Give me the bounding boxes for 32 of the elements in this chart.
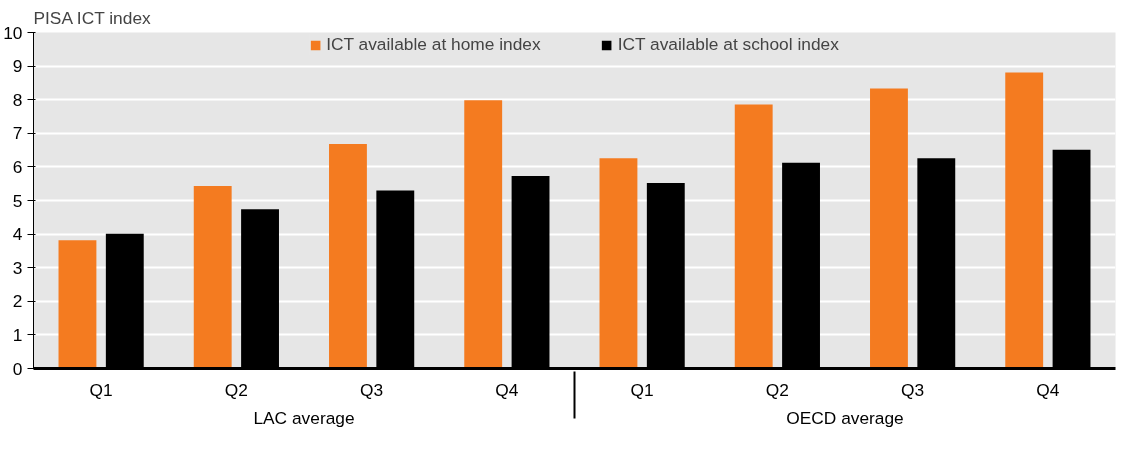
y-tick-label: 2 [12,291,23,312]
y-tick-label: 7 [12,123,23,144]
legend-label: ICT available at school index [617,34,839,55]
bar [1005,72,1044,369]
bar [464,100,503,369]
y-tick-label: 8 [12,89,23,110]
text: LAC average [253,407,355,428]
y-tick-label: 4 [12,224,23,245]
x-tick-label: Q2 [765,379,789,400]
y-tick-label: 5 [12,190,23,211]
bar [193,186,232,369]
bar [870,88,908,369]
y-tick-label: 1 [12,324,23,345]
x-tick-label: Q1 [89,379,113,400]
bar [599,158,638,369]
x-tick-label: Q1 [630,379,654,400]
y-tick-label: 10 [3,22,23,43]
text: OECD average [786,407,904,428]
x-tick-label: Q2 [224,379,248,400]
y-tick-label: 0 [12,358,23,379]
bar [734,104,773,369]
bar [329,144,367,369]
x-tick-label: Q3 [360,379,384,400]
y-tick-label: 9 [12,56,23,77]
y-tick-label: 6 [12,156,23,177]
y-tick-label: 3 [12,257,23,278]
x-tick-label: Q4 [1036,379,1060,400]
y-axis-title: PISA ICT index [33,7,152,28]
legend-label: ICT available at home index [326,34,541,55]
x-tick-label: Q3 [901,379,925,400]
x-tick-label: Q4 [495,379,519,400]
bar [58,240,97,369]
